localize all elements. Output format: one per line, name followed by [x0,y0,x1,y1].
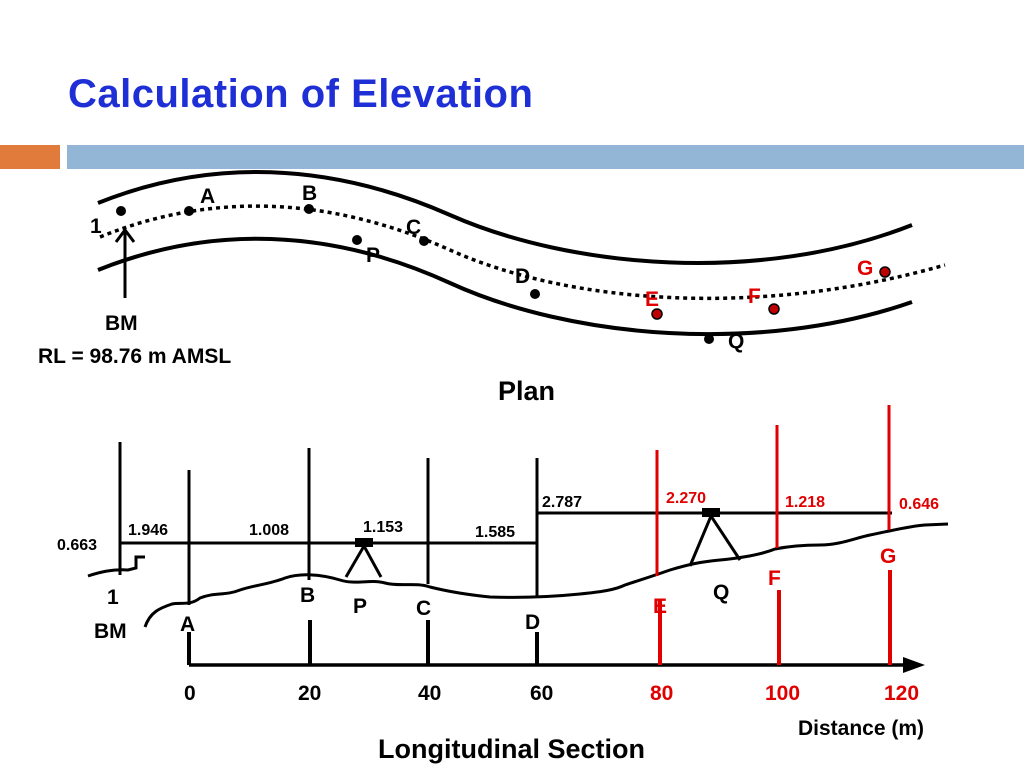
level-instrument-p [355,538,373,547]
reading-2787: 2.787 [542,494,582,511]
plan-point-p [352,235,362,245]
plan-label-p: P [366,244,380,267]
reading-1946: 1.946 [128,522,168,539]
section-label-c: C [416,597,431,620]
plan-point-d [530,289,540,299]
plan-point-a [184,206,194,216]
section-label-q: Q [713,581,729,604]
plan-label-a: A [200,185,215,208]
plan-point-c [419,236,429,246]
plan-caption: Plan [498,376,555,406]
plan-label-g: G [857,257,873,280]
plan-point-1 [116,206,126,216]
reading-0663: 0.663 [57,537,97,554]
reading-1008: 1.008 [249,522,289,539]
section-label-1: 1 [107,586,119,609]
plan-label-c: C [406,216,421,239]
road-lower-edge [97,236,913,337]
plan-label-f: F [748,285,761,308]
tick-label-120: 120 [884,682,919,705]
tripod-q [688,512,742,567]
reading-2270: 2.270 [666,490,706,507]
distance-axis-label: Distance (m) [798,717,924,740]
road-upper-edge [97,170,913,265]
plan-label-1: 1 [90,215,102,238]
plan-label-e: E [645,288,659,311]
section-label-g: G [880,545,896,568]
tick-label-80: 80 [650,682,673,705]
section-label-e: E [653,595,667,618]
reading-0646: 0.646 [899,496,939,513]
plan-point-q [704,334,714,344]
bm-label: BM [105,312,138,335]
section-caption: Longitudinal Section [378,734,645,764]
tick-label-100: 100 [765,682,800,705]
tick-label-20: 20 [298,682,321,705]
plan-point-e [651,308,663,320]
bm-arrow-head [114,227,136,243]
tick-label-60: 60 [530,682,553,705]
section-label-d: D [525,611,540,634]
tick-label-40: 40 [418,682,441,705]
plan-label-b: B [302,182,317,205]
plan-point-f [768,303,780,315]
ground-profile-left [87,555,145,578]
reading-1153: 1.153 [363,519,403,536]
plan-label-q: Q [728,330,744,353]
reading-1585: 1.585 [475,524,515,541]
slide-title: Calculation of Elevation [68,72,534,116]
section-label-bm: BM [94,620,127,643]
accent-bar-orange [0,145,60,169]
plan-point-b [304,204,314,214]
distance-axis-arrow [903,657,925,673]
section-label-b: B [300,584,315,607]
tripod-p [344,542,383,578]
ground-profile [143,522,949,628]
accent-bar-blue [67,145,1024,169]
reading-1218: 1.218 [785,494,825,511]
rl-label: RL = 98.76 m AMSL [38,345,231,368]
plan-label-d: D [515,265,530,288]
tick-label-0: 0 [184,682,196,705]
plan-point-g [879,266,891,278]
section-view: 0.663 1.946 1.008 1.153 1.585 2.787 2.27… [57,405,949,764]
road-centerline [99,204,946,301]
level-instrument-q [702,508,720,517]
section-label-a: A [180,613,195,636]
plan-view: 1 A B C P D E F G Q BM RL = 98.76 m AMSL… [38,170,946,406]
section-label-p: P [353,595,367,618]
section-label-f: F [768,567,781,590]
